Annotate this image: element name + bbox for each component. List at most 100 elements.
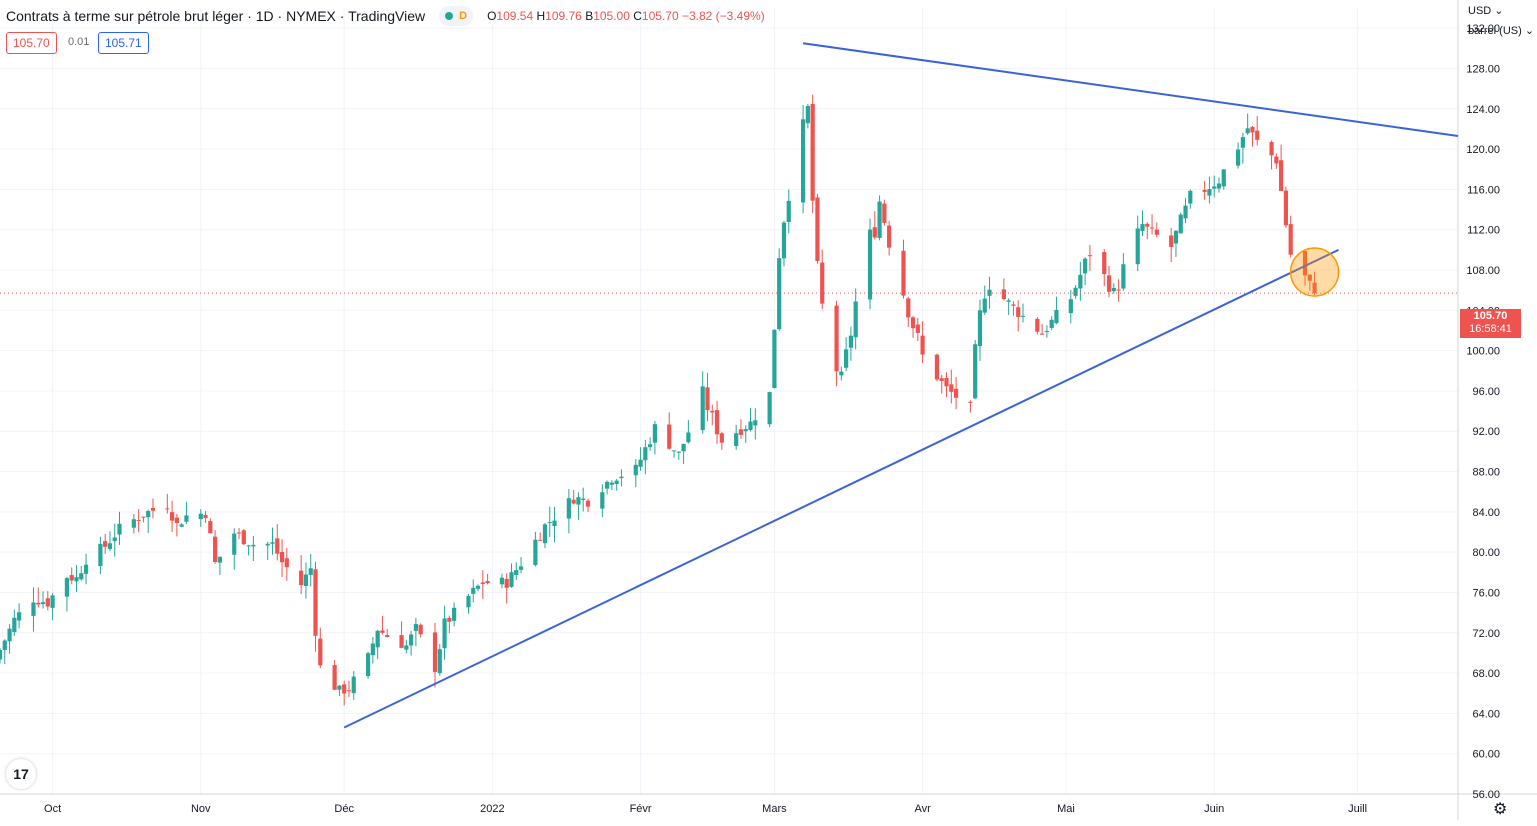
candle-body <box>920 335 925 355</box>
candle-body <box>499 577 505 585</box>
candle-body <box>485 581 490 584</box>
candle-body <box>308 568 313 575</box>
candle-body <box>1040 333 1045 335</box>
candle-body <box>1307 274 1312 281</box>
candle-body <box>1083 258 1088 274</box>
price-tick-label: 76.00 <box>1472 587 1500 599</box>
candle-body <box>1121 264 1126 289</box>
candle-body <box>79 573 84 580</box>
candle-body <box>973 344 978 399</box>
currency-selector[interactable]: USD ⌄ <box>1468 5 1504 17</box>
candle-body <box>318 638 323 666</box>
time-tick-label: Oct <box>44 803 61 815</box>
trendlines[interactable] <box>343 42 1459 729</box>
candle-body <box>69 575 74 581</box>
candle-body <box>365 653 371 677</box>
tradingview-logo-icon[interactable]: 17 <box>6 759 36 789</box>
candle-body <box>853 301 858 338</box>
candle-body <box>452 607 457 621</box>
candle-body <box>566 498 571 519</box>
candle-body <box>1068 299 1073 314</box>
candle-body <box>542 524 548 544</box>
unit-selector[interactable]: barrel (US) ⌄ <box>1468 25 1535 37</box>
candle-body <box>337 685 342 690</box>
candle-body <box>399 635 404 648</box>
candle-body <box>848 335 853 348</box>
candle-body <box>609 482 614 485</box>
status-badges[interactable]: D <box>439 6 474 26</box>
candle-body <box>447 617 452 622</box>
candle-body <box>351 676 356 694</box>
candle-body <box>518 566 524 570</box>
candle-body <box>652 424 658 443</box>
candle-body <box>877 201 882 238</box>
candle-body <box>480 582 485 584</box>
highlight-circle <box>1289 247 1340 297</box>
candle-body <box>279 552 285 563</box>
candle-body <box>949 384 954 392</box>
candle-body <box>31 602 36 616</box>
candle-body <box>748 421 753 430</box>
symbol-title[interactable]: Contrats à terme sur pétrole brut léger … <box>6 8 426 24</box>
candle-body <box>504 578 509 588</box>
candle-body <box>236 532 242 534</box>
chevron-down-icon: ⌄ <box>1494 5 1504 17</box>
candle-body <box>719 433 724 443</box>
candle-body <box>987 289 992 296</box>
candle-body <box>1044 330 1049 332</box>
candle-body <box>968 401 973 403</box>
candle-body <box>45 598 50 607</box>
candle-body <box>1087 255 1093 257</box>
candle-body <box>2 640 7 650</box>
gear-icon[interactable]: ⚙ <box>1493 801 1508 818</box>
current-price-label: 105.70 16:58:41 <box>1460 309 1521 338</box>
candle-body <box>1102 252 1107 275</box>
candle-body <box>74 577 79 582</box>
candle-body <box>103 541 108 547</box>
candle-body <box>165 508 170 510</box>
price-tick-label: 60.00 <box>1472 749 1500 761</box>
candle-body <box>275 538 280 554</box>
candle-body <box>1111 287 1116 292</box>
candle-body <box>1178 214 1183 234</box>
candle-body <box>198 513 203 520</box>
candle-body <box>571 499 576 504</box>
candle-body <box>1202 189 1207 192</box>
sell-price-button[interactable]: 105.70 <box>6 32 57 54</box>
time-tick-label: Mars <box>762 803 787 815</box>
trendline-support <box>343 248 1339 729</box>
candle-body <box>753 420 758 426</box>
candle-body <box>117 523 122 535</box>
price-tick-label: 100.00 <box>1466 346 1500 358</box>
candle-body <box>1216 183 1222 189</box>
candle-body <box>600 492 605 509</box>
candle-body <box>342 684 347 694</box>
trendline-resistance <box>802 42 1459 137</box>
price-axis[interactable]: 132.00 128.00 124.00 120.00 116.00 112.00 108.… <box>1466 23 1500 801</box>
price-tick-label: 120.00 <box>1466 144 1500 156</box>
candle-body <box>910 317 916 329</box>
candle-body <box>514 570 519 575</box>
candle-body <box>714 410 720 435</box>
time-axis[interactable]: Oct Nov Déc 2022 Févr Mars Avr Mai Juin Juill <box>44 803 1367 815</box>
candle-body <box>1035 318 1040 332</box>
candle-body <box>547 522 552 524</box>
candle-body <box>939 378 944 382</box>
candle-body <box>552 520 557 527</box>
candle-body <box>633 464 638 476</box>
candle-body <box>1006 300 1011 302</box>
candle-body <box>1207 189 1212 196</box>
candle-body <box>442 618 447 649</box>
candle-body <box>217 556 222 563</box>
candle-body <box>370 643 375 656</box>
time-tick-label: Juill <box>1348 803 1367 815</box>
spread-value: 0.01 <box>68 36 90 48</box>
candle-body <box>1020 315 1026 317</box>
candle-body <box>146 511 151 518</box>
candle-body <box>1116 289 1121 291</box>
buy-price-button[interactable]: 105.71 <box>98 32 149 54</box>
candle-body <box>270 542 275 544</box>
candle-body <box>1145 223 1150 227</box>
